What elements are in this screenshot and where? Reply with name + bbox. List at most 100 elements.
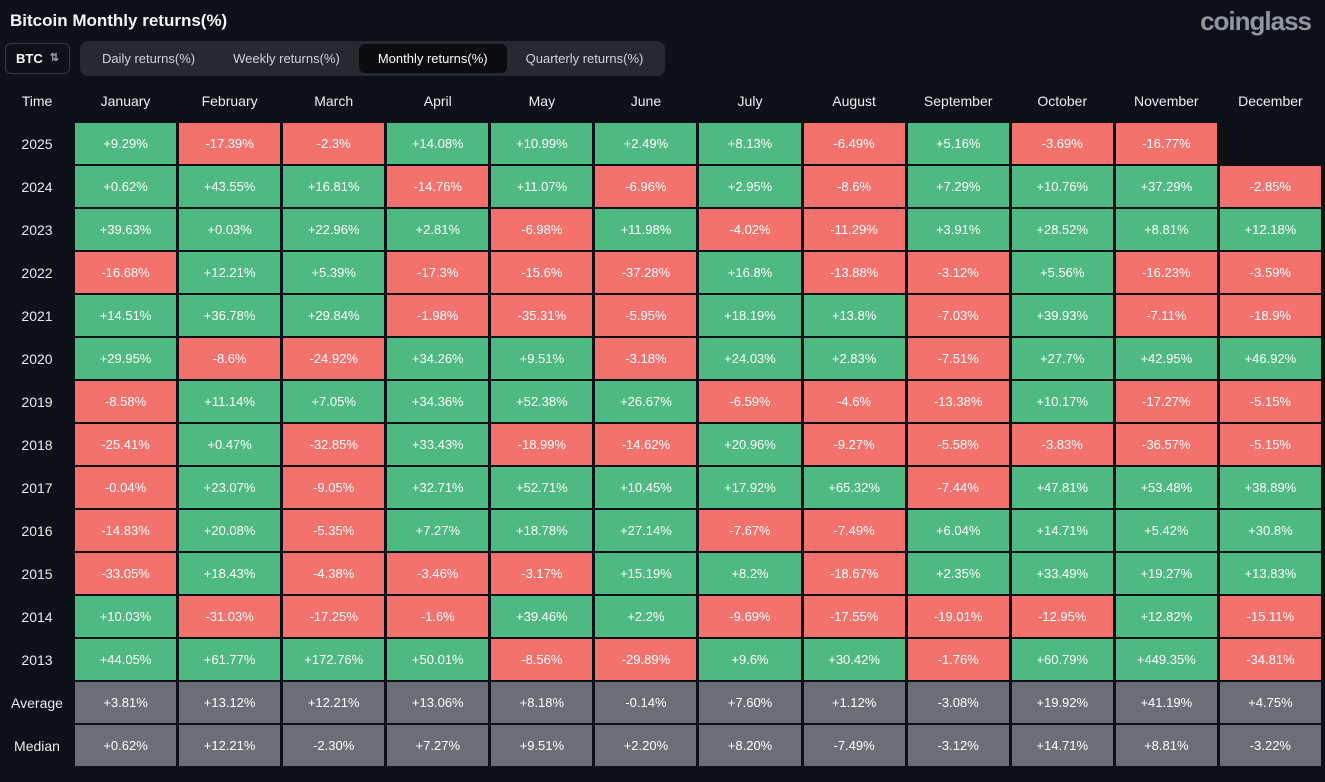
return-cell: -3.18% — [595, 338, 697, 379]
return-cell: +24.03% — [699, 338, 801, 379]
return-cell: +10.76% — [1011, 166, 1113, 207]
table-row: 2014 +10.03% -31.03% -17.25% -1.6% +39.46% +2.… — [2, 596, 1321, 637]
return-cell: +2.81% — [387, 209, 489, 250]
return-cell: +11.98% — [595, 209, 697, 250]
return-cell: +12.18% — [1219, 209, 1321, 250]
return-cell: +9.6% — [699, 639, 801, 680]
return-cell: +1.12% — [803, 682, 905, 723]
return-cell: +10.45% — [595, 467, 697, 508]
return-cell: +10.03% — [75, 596, 177, 637]
return-cell: -24.92% — [283, 338, 385, 379]
column-header-month: October — [1037, 93, 1088, 109]
return-cell: -14.62% — [595, 424, 697, 465]
return-cell: -8.56% — [491, 639, 593, 680]
controls-bar: BTC ⇅ Daily returns(%) Weekly returns(%) M… — [0, 36, 1325, 82]
return-cell: +33.43% — [387, 424, 489, 465]
return-cell: +16.8% — [699, 252, 801, 293]
return-cell: -18.9% — [1219, 295, 1321, 336]
return-cell: +8.18% — [491, 682, 593, 723]
return-cell: +13.06% — [387, 682, 489, 723]
tab-daily-returns[interactable]: Daily returns(%) — [83, 44, 214, 73]
return-cell: +15.19% — [595, 553, 697, 594]
return-cell: -3.17% — [491, 553, 593, 594]
return-cell: +10.17% — [1011, 381, 1113, 422]
row-label: Average — [11, 694, 63, 711]
row-label: 2019 — [21, 393, 53, 410]
return-cell: +0.47% — [179, 424, 281, 465]
tab-quarterly-returns[interactable]: Quarterly returns(%) — [507, 44, 663, 73]
return-cell: +19.92% — [1011, 682, 1113, 723]
return-cell: +7.27% — [387, 725, 489, 766]
return-cell: +14.51% — [75, 295, 177, 336]
return-cell: +32.71% — [387, 467, 489, 508]
table-row: 2020 +29.95% -8.6% -24.92% +34.26% +9.51% -3.1… — [2, 338, 1321, 379]
return-cell: +9.51% — [491, 338, 593, 379]
return-cell: -1.98% — [387, 295, 489, 336]
return-cell: -4.02% — [699, 209, 801, 250]
row-label: 2016 — [21, 522, 53, 539]
return-cell: +2.95% — [699, 166, 801, 207]
return-cell: -12.95% — [1011, 596, 1113, 637]
return-cell: +47.81% — [1011, 467, 1113, 508]
tab-monthly-returns[interactable]: Monthly returns(%) — [358, 43, 507, 73]
return-cell: -0.04% — [75, 467, 177, 508]
return-cell: +65.32% — [803, 467, 905, 508]
return-cell: -17.27% — [1115, 381, 1217, 422]
return-cell: -16.77% — [1115, 123, 1217, 164]
return-cell: +50.01% — [387, 639, 489, 680]
return-cell: +0.03% — [179, 209, 281, 250]
return-cell: -14.76% — [387, 166, 489, 207]
return-cell: -13.88% — [803, 252, 905, 293]
return-cell: +29.95% — [75, 338, 177, 379]
return-cell: -5.35% — [283, 510, 385, 551]
empty-cell — [1220, 123, 1321, 164]
table-row: 2017 -0.04% +23.07% -9.05% +32.71% +52.71% +10… — [2, 467, 1321, 508]
return-cell: -7.11% — [1115, 295, 1217, 336]
row-label: 2015 — [21, 565, 53, 582]
table-row: 2021 +14.51% +36.78% +29.84% -1.98% -35.31% -5… — [2, 295, 1321, 336]
return-cell: +41.19% — [1115, 682, 1217, 723]
return-cell: -7.44% — [907, 467, 1009, 508]
return-cell: -15.6% — [491, 252, 593, 293]
return-cell: +39.46% — [491, 596, 593, 637]
return-cell: +33.49% — [1011, 553, 1113, 594]
return-cell: +10.99% — [491, 123, 593, 164]
return-cell: +9.29% — [75, 123, 177, 164]
return-cell: +2.20% — [595, 725, 697, 766]
column-header-month: March — [314, 93, 354, 109]
return-cell: +7.05% — [283, 381, 385, 422]
return-cell: -33.05% — [75, 553, 177, 594]
return-cell: -15.11% — [1219, 596, 1321, 637]
return-cell: +5.56% — [1011, 252, 1113, 293]
row-label: 2017 — [21, 479, 53, 496]
return-cell: -31.03% — [179, 596, 281, 637]
tab-weekly-returns[interactable]: Weekly returns(%) — [214, 44, 359, 73]
return-cell: -3.12% — [907, 252, 1009, 293]
return-cell: -7.49% — [803, 725, 905, 766]
return-cell: -17.3% — [387, 252, 489, 293]
column-header-month: April — [423, 93, 452, 109]
return-cell: +172.76% — [283, 639, 385, 680]
return-cell: +18.43% — [179, 553, 281, 594]
return-cell: -19.01% — [907, 596, 1009, 637]
return-cell: +12.21% — [179, 725, 281, 766]
return-cell: +8.13% — [699, 123, 801, 164]
column-header-month: September — [923, 93, 993, 109]
return-cell: +2.2% — [595, 596, 697, 637]
return-cell: +14.71% — [1011, 510, 1113, 551]
return-cell: -6.49% — [803, 123, 905, 164]
updown-arrows-icon: ⇅ — [49, 51, 59, 64]
return-cell: -14.83% — [75, 510, 177, 551]
return-cell: -9.27% — [803, 424, 905, 465]
return-cell: -8.6% — [179, 338, 281, 379]
return-cell: -16.68% — [75, 252, 177, 293]
return-cell: +8.20% — [699, 725, 801, 766]
return-cell: -18.99% — [491, 424, 593, 465]
return-cell: -37.28% — [595, 252, 697, 293]
symbol-select[interactable]: BTC ⇅ — [5, 42, 70, 74]
return-cell: +26.67% — [595, 381, 697, 422]
column-header-month: June — [630, 93, 662, 109]
return-cell: +8.81% — [1115, 209, 1217, 250]
return-cell: +14.71% — [1011, 725, 1113, 766]
return-cell: +44.05% — [75, 639, 177, 680]
